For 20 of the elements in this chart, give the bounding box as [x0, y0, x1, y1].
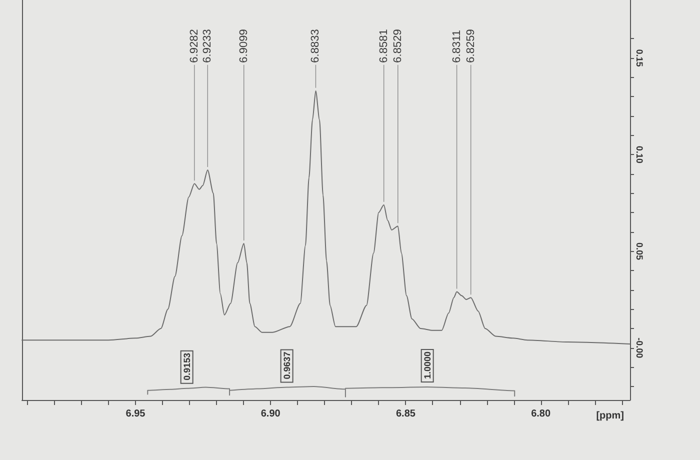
- annotation: 6.8529: [392, 29, 404, 63]
- x-tick-label: 6.85: [396, 408, 416, 420]
- y-tick-label: 0.15: [634, 49, 644, 67]
- y-tick-label: -0.00: [634, 338, 644, 358]
- annotation: 0.9153: [182, 352, 192, 380]
- annotation: 6.9099: [238, 29, 250, 63]
- x-axis-title: [ppm]: [596, 410, 624, 422]
- x-tick-label: 6.95: [126, 408, 146, 420]
- y-tick-label: 0.10: [634, 146, 644, 164]
- annotation: 6.9233: [202, 29, 214, 63]
- annotation: 1.0000: [422, 352, 432, 380]
- x-tick-label: 6.80: [531, 408, 551, 420]
- annotation: 6.8833: [310, 29, 322, 63]
- annotation: 6.9282: [188, 29, 200, 63]
- x-tick-label: 6.90: [260, 408, 281, 420]
- annotation: 6.8311: [450, 30, 463, 63]
- y-tick-label: 0.05: [634, 242, 644, 260]
- annotation: 0.9637: [282, 352, 292, 380]
- annotation: 6.8259: [464, 29, 477, 63]
- annotation: 6.8581: [378, 29, 390, 63]
